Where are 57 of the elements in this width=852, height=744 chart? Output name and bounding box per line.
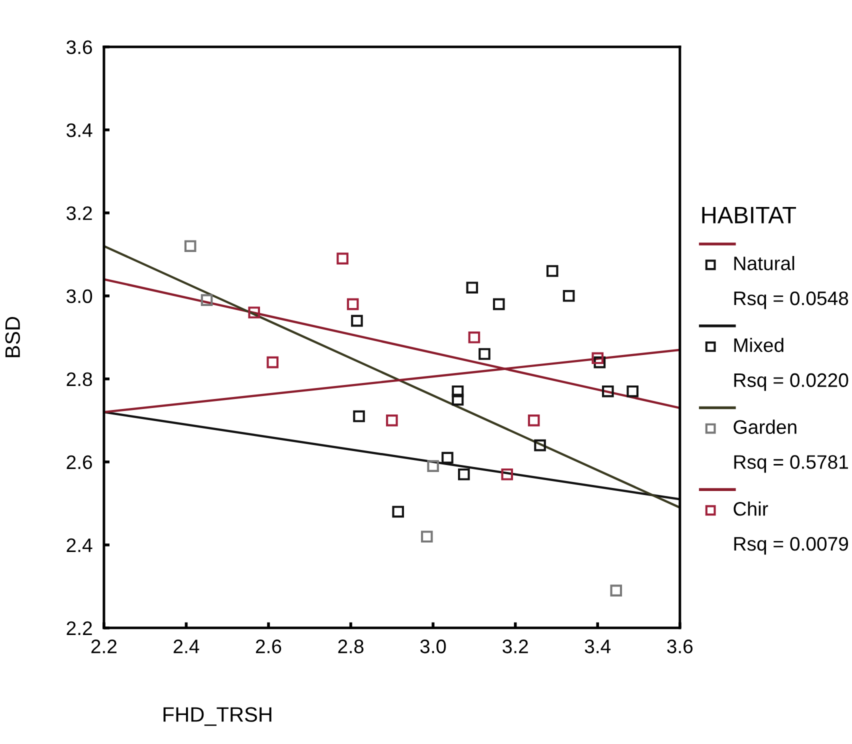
legend-title: HABITAT [702, 206, 796, 224]
point [501, 468, 514, 480]
point [266, 356, 279, 368]
point [353, 410, 365, 422]
point [458, 468, 470, 480]
point [610, 584, 622, 596]
x-axis-title: FHD_TRSH [164, 707, 272, 726]
point [392, 506, 404, 518]
point [468, 332, 480, 344]
legend-label: Natural [734, 256, 794, 270]
legend-label: Garden [734, 420, 796, 434]
point [594, 356, 606, 368]
y-tick-label: 2.4 [66, 538, 92, 552]
x-tick-label: 3.4 [584, 640, 611, 654]
point [626, 385, 638, 398]
legend-label: Mixed [734, 338, 784, 352]
point [200, 294, 213, 306]
y-axis-title: BSD [5, 316, 20, 358]
text: Rsq = 0.0548 [734, 291, 848, 310]
y-tick-label: 3.0 [66, 289, 92, 304]
point [546, 265, 558, 277]
point [452, 394, 464, 406]
point [442, 452, 454, 464]
point [534, 439, 546, 452]
point [248, 306, 260, 318]
x-tick-label: 3.2 [502, 640, 528, 654]
legend-label: Chir [734, 502, 768, 516]
text: Rsq = 0.0220 [734, 373, 848, 391]
point [592, 352, 604, 364]
point [492, 298, 505, 310]
x-tick-label: 3.0 [420, 640, 446, 654]
point [336, 252, 348, 264]
point [452, 385, 464, 398]
y-tick-label: 2.2 [66, 621, 92, 635]
text: Rsq = 0.5781 [734, 455, 848, 473]
point [427, 460, 439, 472]
point [386, 414, 398, 426]
y-tick-label: 2.8 [66, 372, 92, 386]
y-tick-label: 3.6 [66, 40, 92, 54]
point [562, 290, 575, 302]
y-tick-label: 3.2 [66, 206, 92, 220]
point [602, 385, 614, 398]
x-tick-label: 2.6 [256, 640, 282, 654]
point [478, 348, 490, 360]
point [420, 530, 433, 543]
point [351, 314, 363, 327]
point [466, 282, 478, 294]
point [528, 414, 540, 426]
x-tick-label: 2.2 [91, 640, 116, 654]
y-tick-label: 2.6 [66, 455, 92, 470]
point [346, 298, 359, 310]
x-tick-label: 2.8 [338, 640, 364, 654]
point [184, 240, 196, 252]
y-tick-label: 3.4 [66, 123, 92, 138]
text: Rsq = 0.0079 [734, 536, 848, 555]
x-tick-label: 2.4 [174, 640, 200, 654]
x-tick-label: 3.6 [667, 640, 693, 654]
